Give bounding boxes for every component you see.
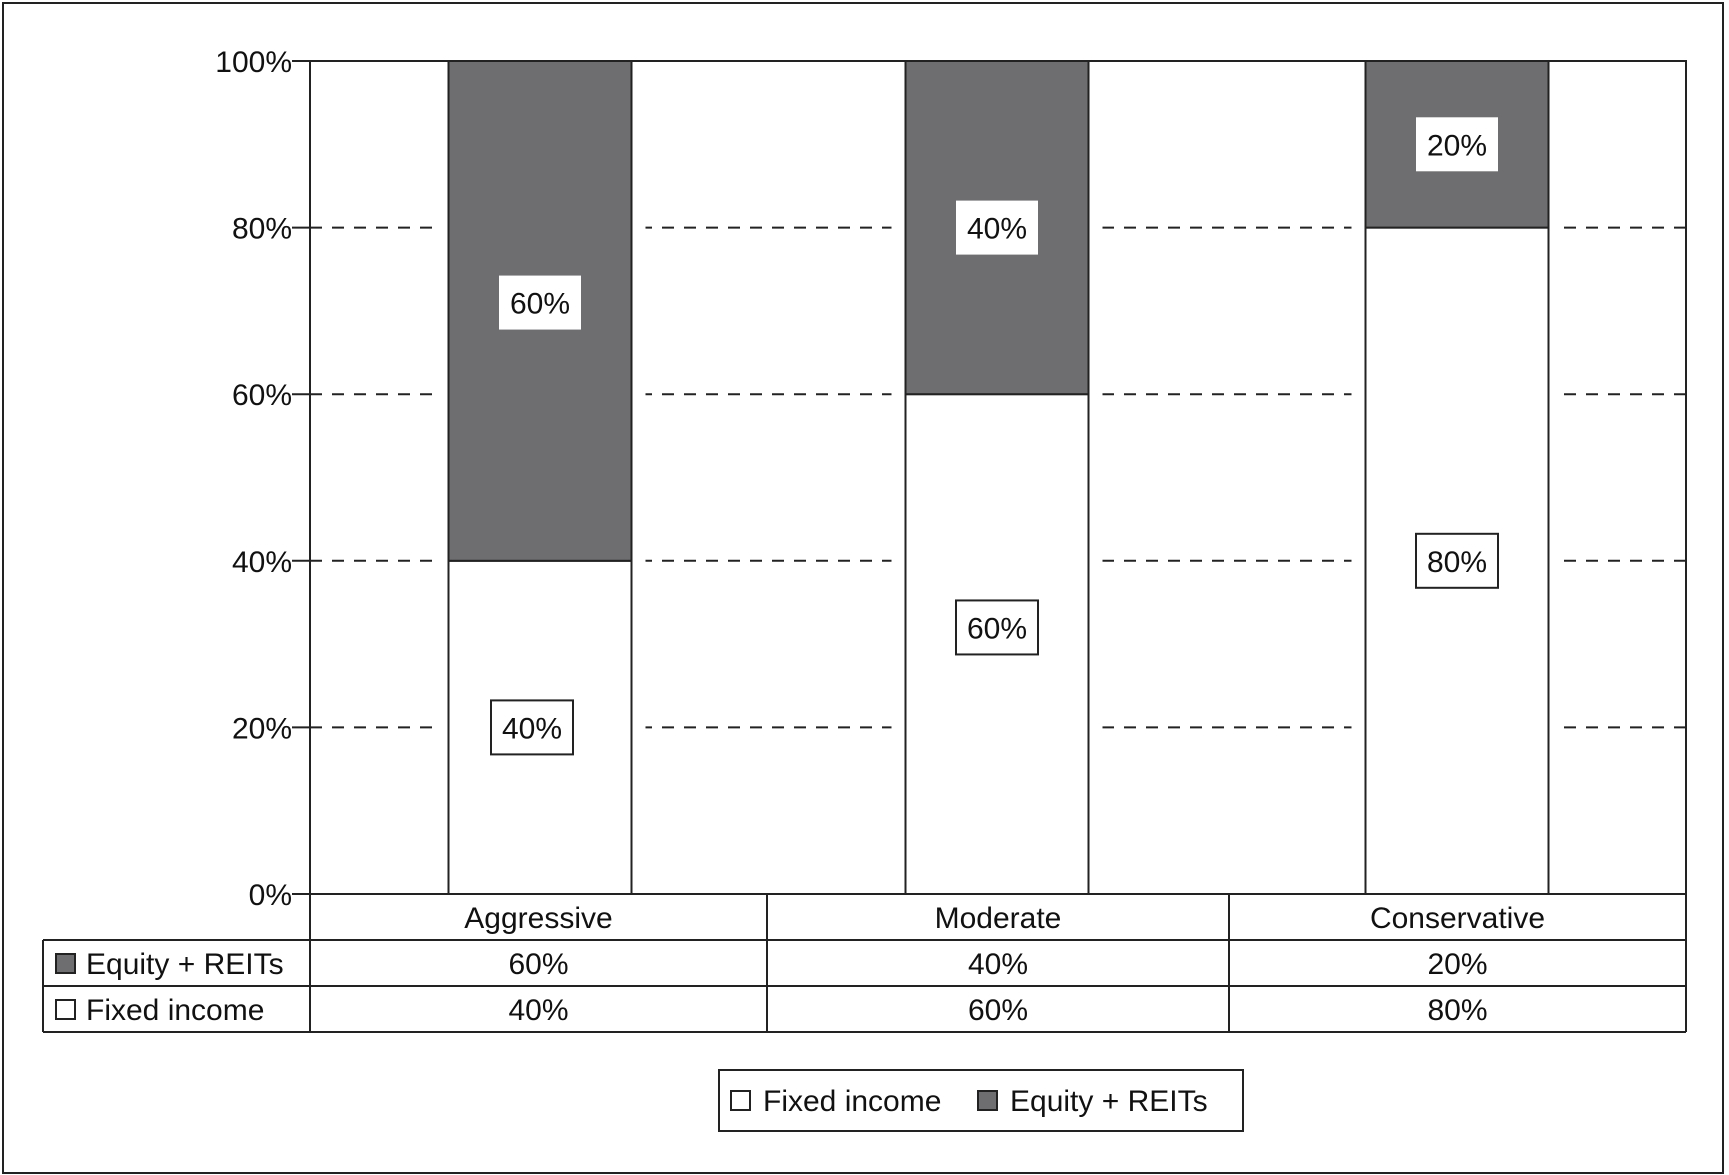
bars [434, 60, 1563, 896]
category-label: Conservative [1370, 902, 1545, 935]
gray-square-icon [55, 953, 76, 974]
table-row-label: Equity + REITs [86, 948, 284, 981]
data-label: 60% [510, 288, 570, 321]
table-cell: 60% [508, 948, 568, 981]
y-tick-label: 20% [232, 712, 292, 745]
table-cell: 40% [508, 994, 568, 1027]
y-tick-label: 80% [232, 213, 292, 246]
table-cell: 20% [1427, 948, 1487, 981]
data-label-box [1416, 117, 1498, 172]
white-square-icon [730, 1090, 751, 1111]
table-cell: 60% [968, 994, 1028, 1027]
data-label: 60% [967, 612, 1027, 645]
legend: Fixed income Equity + REITs [718, 1069, 1244, 1132]
data-label-box [490, 699, 574, 756]
data-labels: 40% 60% 60% 40% 80% 20% [490, 117, 1499, 756]
data-label-box [956, 200, 1038, 255]
data-label: 80% [1427, 546, 1487, 579]
legend-label: Equity + REITs [1010, 1085, 1208, 1118]
data-label: 40% [967, 213, 1027, 246]
y-tick-label: 0% [249, 879, 292, 912]
y-tick-label: 100% [215, 46, 292, 79]
category-label: Moderate [935, 902, 1062, 935]
data-table: Aggressive Moderate Conservative Equity + R… [42, 893, 1687, 1033]
data-label: 40% [502, 712, 562, 745]
data-label-box [499, 275, 581, 330]
y-tick-label: 60% [232, 379, 292, 412]
category-label: Aggressive [464, 902, 612, 935]
legend-box [718, 1069, 1244, 1132]
legend-label: Fixed income [763, 1085, 941, 1118]
y-tick-label: 40% [232, 546, 292, 579]
data-label-box [955, 599, 1039, 656]
data-label: 20% [1427, 129, 1487, 162]
data-label-box [1415, 532, 1499, 589]
white-square-icon [55, 999, 76, 1020]
table-cell: 40% [968, 948, 1028, 981]
gray-square-icon [977, 1090, 998, 1111]
table-cell: 80% [1427, 994, 1487, 1027]
table-row-label: Fixed income [86, 994, 264, 1027]
